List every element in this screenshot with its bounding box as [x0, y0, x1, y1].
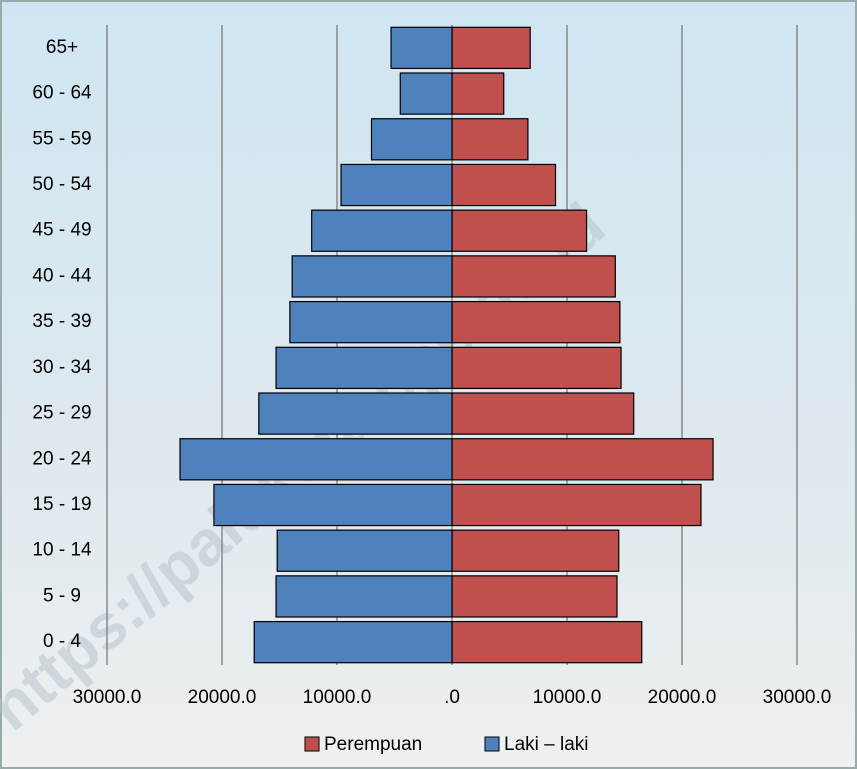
bar	[275, 575, 453, 618]
y-tick-label: 25 - 29	[32, 403, 91, 424]
y-tick-label: 15 - 19	[32, 494, 91, 515]
bar	[451, 529, 620, 572]
y-tick-label: 60 - 64	[32, 83, 92, 104]
y-tick-label: 45 - 49	[32, 220, 91, 241]
x-tick-label: 10000.0	[303, 687, 372, 708]
bar	[451, 163, 557, 207]
legend-swatch	[484, 736, 500, 752]
bar	[289, 300, 453, 344]
bar	[276, 529, 453, 572]
bar	[399, 72, 453, 115]
bar	[390, 26, 453, 70]
y-tick-label: 55 - 59	[32, 128, 91, 149]
bar	[258, 392, 453, 435]
bar	[253, 620, 453, 664]
x-tick-label: 30000.0	[763, 687, 832, 708]
legend-swatch	[304, 736, 320, 752]
bar	[451, 26, 531, 70]
bar	[451, 209, 588, 252]
y-tick-label: 30 - 34	[32, 357, 92, 378]
bar	[451, 575, 618, 618]
x-tick-label: .0	[444, 687, 460, 708]
y-tick-label: 40 - 44	[32, 265, 92, 286]
bar	[340, 163, 453, 207]
bar	[451, 392, 635, 435]
legend-label: Perempuan	[324, 734, 422, 755]
y-tick-label: 35 - 39	[32, 311, 91, 332]
bar	[451, 72, 505, 115]
y-tick-label: 10 - 14	[32, 540, 92, 561]
legend-label: Laki – laki	[504, 734, 589, 755]
y-tick-label: 50 - 54	[32, 174, 92, 195]
y-tick-label: 5 - 9	[43, 585, 81, 606]
bar	[451, 483, 702, 527]
x-tick-label: 20000.0	[648, 687, 717, 708]
x-tick-label: 30000.0	[73, 687, 142, 708]
x-tick-label: 10000.0	[533, 687, 602, 708]
bar	[275, 346, 453, 390]
bar	[370, 118, 453, 161]
bar	[213, 483, 453, 527]
bar	[451, 255, 616, 298]
bar	[179, 438, 453, 481]
y-tick-label: 65+	[46, 37, 78, 58]
bar	[311, 209, 453, 252]
bar	[451, 620, 643, 664]
y-tick-label: 20 - 24	[32, 448, 92, 469]
y-tick-label: 0 - 4	[43, 631, 81, 652]
bar	[291, 255, 453, 298]
bar	[451, 438, 714, 481]
x-tick-label: 20000.0	[188, 687, 257, 708]
bar	[451, 118, 529, 161]
bar	[451, 300, 621, 344]
bar	[451, 346, 622, 390]
